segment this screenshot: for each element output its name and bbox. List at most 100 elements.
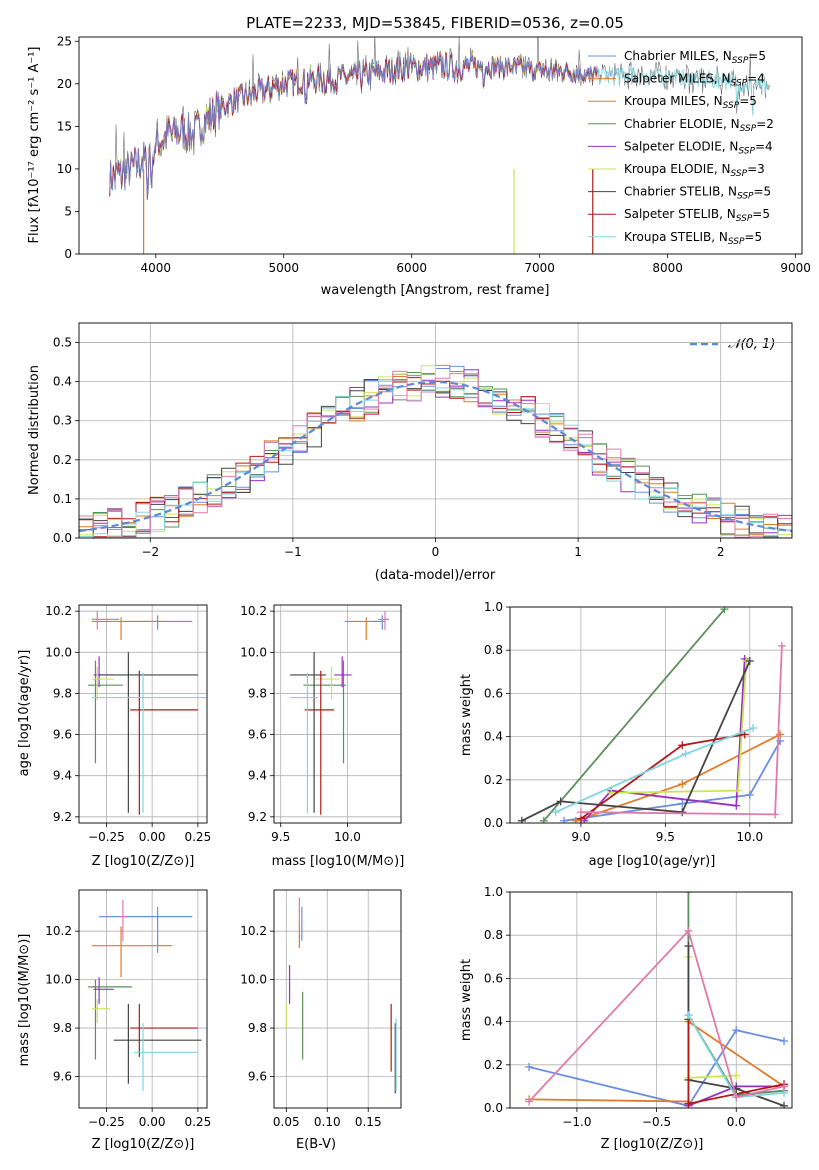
x-tick-label: 1 xyxy=(574,545,582,559)
x-tick-label: 6000 xyxy=(396,261,427,275)
y-tick-label: 9.4 xyxy=(53,769,72,783)
plot-area: 4000 5000 6000 7000 8000 9000 0 5 10 15 20 25 −2 −1 0 1… xyxy=(45,34,811,1129)
mass-Z-frame xyxy=(78,889,208,1109)
weight-series-black xyxy=(521,660,751,822)
x-tick-label: −1 xyxy=(284,545,302,559)
y-tick-label: 9.8 xyxy=(248,1021,267,1035)
y-tick-label: 0.0 xyxy=(484,816,503,830)
x-tick-label: 0.25 xyxy=(184,1115,211,1129)
spectrum-series-blue xyxy=(109,53,598,196)
y-tick-label: 0.8 xyxy=(484,928,503,942)
y-tick-label: 0.1 xyxy=(53,492,72,506)
spectrum-xlabel: wavelength [Angstrom, rest frame] xyxy=(321,283,550,298)
y-tick-label: 9.4 xyxy=(248,769,267,783)
residuals-axes: −2 −1 0 1 2 0.0 0.1 0.2 0.3 0.4 0.5 xyxy=(53,323,792,559)
y-tick-label: 9.2 xyxy=(248,810,267,824)
y-tick-label: 1.0 xyxy=(484,885,503,899)
massZ-ylabel: mass [log10(M/M⊙)] xyxy=(17,934,32,1067)
x-tick-label: 9.5 xyxy=(271,830,290,844)
y-tick-label: 0.0 xyxy=(484,1101,503,1115)
x-tick-label: −0.25 xyxy=(88,1115,125,1129)
x-tick-label: −1.0 xyxy=(562,1115,591,1129)
residuals-legend-label: 𝒩(0, 1) xyxy=(728,337,775,352)
spectrum-title: PLATE=2233, MJD=53845, FIBERID=0536, z=0… xyxy=(246,14,624,32)
spectrum-legend-label: Salpeter MILES, NSSP=4 xyxy=(624,72,765,89)
x-tick-label: 0.0 xyxy=(727,1115,746,1129)
weight-series-cyan xyxy=(555,727,754,814)
y-tick-label: 0.4 xyxy=(484,730,503,744)
x-tick-label: −0.25 xyxy=(88,830,125,844)
spectrum-legend-label: Kroupa ELODIE, NSSP=3 xyxy=(624,162,765,179)
y-tick-label: 0.5 xyxy=(53,336,72,350)
y-tick-label: 0.2 xyxy=(484,773,503,787)
x-tick-label: 0.25 xyxy=(184,830,211,844)
mass-EBV-frame xyxy=(273,889,402,1109)
y-tick-label: 0.2 xyxy=(53,453,72,467)
spectrum-axes: 4000 5000 6000 7000 8000 9000 0 5 10 15 20 25 xyxy=(57,34,811,275)
weightage-ylabel: mass weight xyxy=(459,674,474,756)
y-tick-label: 0.6 xyxy=(484,971,503,985)
residuals-legend: 𝒩(0, 1) xyxy=(690,337,775,352)
y-tick-label: 10.2 xyxy=(45,924,72,938)
mass-EBV-axes: 0.05 0.10 0.15 9.6 9.8 10.0 10.2 xyxy=(240,890,401,1129)
spectrum-legend-label: Chabrier MILES, NSSP=5 xyxy=(624,49,766,66)
spectrum-legend-label: Salpeter ELODIE, NSSP=4 xyxy=(624,139,773,156)
weightage-xlabel: age [log10(age/yr)] xyxy=(589,854,716,869)
y-tick-label: 0.4 xyxy=(53,375,72,389)
x-tick-label: 4000 xyxy=(141,261,172,275)
y-tick-label: 15 xyxy=(57,119,72,133)
age-Z-axes: −0.25 0.00 0.25 9.2 9.4 9.6 9.8 10.0 10.2 xyxy=(45,604,211,844)
x-tick-label: 10.0 xyxy=(334,830,361,844)
residuals-ylabel: Normed distribution xyxy=(27,365,42,495)
y-tick-label: 10.0 xyxy=(240,645,267,659)
weight-series-pink xyxy=(528,929,785,1103)
x-tick-label: 0.05 xyxy=(273,1115,300,1129)
y-tick-label: 10.2 xyxy=(240,924,267,938)
y-tick-label: 9.6 xyxy=(248,1070,267,1084)
y-tick-label: 25 xyxy=(57,34,72,48)
y-tick-label: 9.8 xyxy=(53,686,72,700)
y-tick-label: 0 xyxy=(64,247,72,261)
x-tick-label: 0.10 xyxy=(314,1115,341,1129)
x-tick-label: 0 xyxy=(432,545,440,559)
y-tick-label: 9.6 xyxy=(53,728,72,742)
spectrum-legend-label: Chabrier STELIB, NSSP=5 xyxy=(624,185,771,202)
ageZ-ylabel: age [log10(age/yr)] xyxy=(17,650,32,777)
spectrum-legend: Chabrier MILES, NSSP=5 Salpeter MILES, NS… xyxy=(588,49,774,247)
y-tick-label: 5 xyxy=(64,204,72,218)
spectrum-ylabel: Flux [fλ10⁻¹⁷ erg cm⁻² s⁻¹ A⁻¹] xyxy=(27,47,42,244)
weightZ-xlabel: Z [log10(Z/Z⊙)] xyxy=(601,1137,704,1152)
x-tick-label: 0.00 xyxy=(139,1115,166,1129)
agemass-xlabel: mass [log10(M/M⊙)] xyxy=(272,854,405,869)
spectrum-frame xyxy=(78,36,803,255)
weight-age-lines xyxy=(517,607,786,823)
y-tick-label: 10.2 xyxy=(45,604,72,618)
y-tick-label: 9.2 xyxy=(53,810,72,824)
spectrum-legend-label: Salpeter STELIB, NSSP=5 xyxy=(624,207,770,224)
y-tick-label: 10.2 xyxy=(240,604,267,618)
spectrum-lines xyxy=(109,37,771,254)
y-tick-label: 9.6 xyxy=(53,1070,72,1084)
x-tick-label: 7000 xyxy=(524,261,555,275)
y-tick-label: 0.4 xyxy=(484,1015,503,1029)
weight-series-green xyxy=(543,608,726,822)
age-mass-errorbars xyxy=(290,611,389,815)
gaussian-curve xyxy=(79,380,792,533)
y-tick-label: 10 xyxy=(57,162,72,176)
x-tick-label: 9.5 xyxy=(656,830,675,844)
age-mass-frame xyxy=(273,604,402,824)
spectrum-legend-label: Kroupa MILES, NSSP=5 xyxy=(624,94,757,111)
age-mass-axes: 9.5 10.0 9.2 9.4 9.6 9.8 10.0 10.2 xyxy=(240,604,401,844)
x-tick-label: 8000 xyxy=(652,261,683,275)
x-tick-label: 9.0 xyxy=(571,830,590,844)
y-tick-label: 0.0 xyxy=(53,531,72,545)
massZ-xlabel: Z [log10(Z/Z⊙)] xyxy=(92,1137,195,1152)
residuals-frame xyxy=(78,322,793,539)
y-tick-label: 10.0 xyxy=(45,645,72,659)
spectrum-legend-label: Kroupa STELIB, NSSP=5 xyxy=(624,230,762,247)
y-tick-label: 1.0 xyxy=(484,600,503,614)
weight-series-blue xyxy=(528,1029,785,1107)
age-Z-frame xyxy=(78,604,208,824)
age-Z-errorbars xyxy=(88,611,207,815)
